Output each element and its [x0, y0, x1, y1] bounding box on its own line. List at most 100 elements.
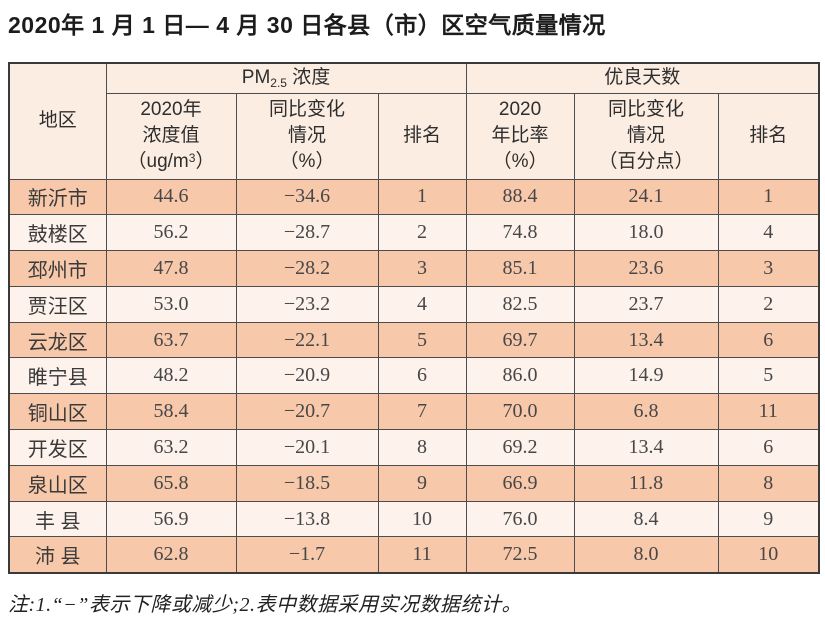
pm25-label-suffix: 浓度 [286, 66, 331, 88]
good-rank-cell: 2 [717, 285, 820, 323]
concentration-cell: 65.8 [105, 464, 237, 502]
yoy-cell: −20.9 [235, 357, 379, 395]
table-row: 丰 县 56.9 −13.8 10 76.0 8.4 9 [8, 500, 820, 538]
region-cell: 泉山区 [8, 464, 107, 502]
header-concentration-line1: 2020年 [140, 98, 202, 120]
header-yoy-change: 同比变化 情况 （%） [235, 92, 379, 180]
pm25-subscript: 2.5 [270, 75, 287, 90]
table-row: 泉山区 65.8 −18.5 9 66.9 11.8 8 [8, 464, 820, 502]
pm25-rank-cell: 3 [377, 250, 467, 287]
header-pm25-group: PM2.5 浓度 [105, 62, 467, 94]
concentration-cell: 56.9 [105, 500, 237, 538]
footnote: 注:1.“−”表示下降或减少;2.表中数据采用实况数据统计。 [8, 594, 523, 616]
concentration-cell: 58.4 [105, 393, 237, 431]
yoy-cell: −18.5 [235, 464, 379, 502]
yoy-cell: −28.7 [235, 214, 379, 252]
table-row: 睢宁县 48.2 −20.9 6 86.0 14.9 5 [8, 357, 820, 395]
pm25-rank-cell: 7 [377, 393, 467, 431]
pm25-rank-cell: 1 [377, 178, 467, 216]
concentration-cell: 53.0 [105, 285, 237, 323]
header-region: 地区 [8, 62, 107, 180]
region-cell: 云龙区 [8, 321, 107, 359]
pm25-rank-cell: 4 [377, 285, 467, 323]
good-rank-cell: 5 [717, 357, 820, 395]
pm25-rank-cell: 11 [377, 536, 467, 574]
region-cell: 开发区 [8, 429, 107, 466]
table-row: 开发区 63.2 −20.1 8 69.2 13.4 6 [8, 429, 820, 466]
page-title: 2020年 1 月 1 日— 4 月 30 日各县（市）区空气质量情况 [8, 12, 606, 38]
pm25-rank-cell: 6 [377, 357, 467, 395]
pm25-rank-cell: 2 [377, 214, 467, 252]
concentration-cell: 56.2 [105, 214, 237, 252]
concentration-cell: 48.2 [105, 357, 237, 395]
concentration-cell: 47.8 [105, 250, 237, 287]
ratio-cell: 85.1 [465, 250, 575, 287]
region-cell: 贾汪区 [8, 285, 107, 323]
ratio-cell: 76.0 [465, 500, 575, 538]
region-cell: 铜山区 [8, 393, 107, 431]
good-yoy-cell: 8.0 [573, 536, 719, 574]
good-yoy-cell: 6.8 [573, 393, 719, 431]
good-rank-cell: 6 [717, 321, 820, 359]
good-yoy-cell: 18.0 [573, 214, 719, 252]
table-row: 云龙区 63.7 −22.1 5 69.7 13.4 6 [8, 321, 820, 359]
region-cell: 沛 县 [8, 536, 107, 574]
region-cell: 睢宁县 [8, 357, 107, 395]
yoy-cell: −28.2 [235, 250, 379, 287]
concentration-cell: 44.6 [105, 178, 237, 216]
table-header: 地区 PM2.5 浓度 优良天数 2020年 浓度值 （ug/m3） 同比变化 … [8, 62, 820, 180]
header-pm25-rank: 排名 [377, 92, 467, 180]
good-yoy-cell: 23.7 [573, 285, 719, 323]
header-good-rank: 排名 [717, 92, 820, 180]
header-good-ratio: 2020 年比率 （%） [465, 92, 575, 180]
region-cell: 鼓楼区 [8, 214, 107, 252]
cubic-superscript: 3 [188, 151, 196, 166]
table-row: 沛 县 62.8 −1.7 11 72.5 8.0 10 [8, 536, 820, 574]
air-quality-table: 地区 PM2.5 浓度 优良天数 2020年 浓度值 （ug/m3） 同比变化 … [8, 62, 821, 574]
ratio-cell: 88.4 [465, 178, 575, 216]
yoy-cell: −20.7 [235, 393, 379, 431]
yoy-cell: −23.2 [235, 285, 379, 323]
good-yoy-cell: 24.1 [573, 178, 719, 216]
good-rank-cell: 3 [717, 250, 820, 287]
good-rank-cell: 6 [717, 429, 820, 466]
region-cell: 新沂市 [8, 178, 107, 216]
region-cell: 邳州市 [8, 250, 107, 287]
good-rank-cell: 9 [717, 500, 820, 538]
yoy-cell: −22.1 [235, 321, 379, 359]
table-row: 新沂市 44.6 −34.6 1 88.4 24.1 1 [8, 178, 820, 216]
header-concentration-line2: 浓度值 [142, 124, 200, 146]
concentration-cell: 63.2 [105, 429, 237, 466]
good-rank-cell: 10 [717, 536, 820, 574]
pm25-rank-cell: 9 [377, 464, 467, 502]
yoy-cell: −34.6 [235, 178, 379, 216]
ratio-cell: 74.8 [465, 214, 575, 252]
good-rank-cell: 1 [717, 178, 820, 216]
table-row: 贾汪区 53.0 −23.2 4 82.5 23.7 2 [8, 285, 820, 323]
ratio-cell: 82.5 [465, 285, 575, 323]
ratio-cell: 86.0 [465, 357, 575, 395]
ratio-cell: 72.5 [465, 536, 575, 574]
yoy-cell: −13.8 [235, 500, 379, 538]
yoy-cell: −20.1 [235, 429, 379, 466]
pm25-label-prefix: PM [241, 66, 271, 88]
concentration-cell: 63.7 [105, 321, 237, 359]
pm25-rank-cell: 8 [377, 429, 467, 466]
ratio-cell: 70.0 [465, 393, 575, 431]
table-row: 邳州市 47.8 −28.2 3 85.1 23.6 3 [8, 250, 820, 287]
pm25-rank-cell: 5 [377, 321, 467, 359]
good-rank-cell: 4 [717, 214, 820, 252]
yoy-cell: −1.7 [235, 536, 379, 574]
region-cell: 丰 县 [8, 500, 107, 538]
good-yoy-cell: 23.6 [573, 250, 719, 287]
pm25-rank-cell: 10 [377, 500, 467, 538]
table-body: 新沂市 44.6 −34.6 1 88.4 24.1 1 鼓楼区 56.2 −2… [8, 178, 820, 574]
header-good-days-group: 优良天数 [465, 62, 820, 94]
good-rank-cell: 11 [717, 393, 820, 431]
header-concentration-line3: （ug/m3） [127, 151, 215, 173]
ratio-cell: 69.2 [465, 429, 575, 466]
header-concentration: 2020年 浓度值 （ug/m3） [105, 92, 237, 180]
good-yoy-cell: 13.4 [573, 321, 719, 359]
good-rank-cell: 8 [717, 464, 820, 502]
